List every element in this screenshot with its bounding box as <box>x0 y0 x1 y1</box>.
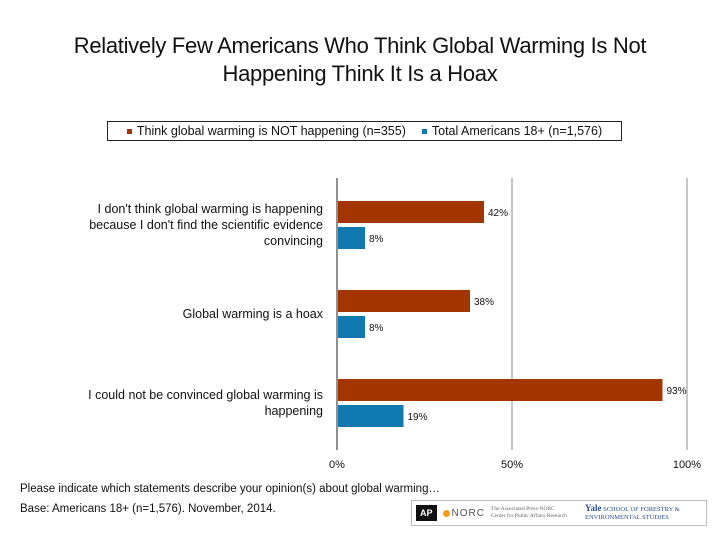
data-label-series2-cat1: 8% <box>369 234 384 245</box>
ap-logo: AP <box>416 505 437 521</box>
footnote-base: Base: Americans 18+ (n=1,576). November,… <box>20 503 276 515</box>
chart-title-line-1: Relatively Few Americans Who Think Globa… <box>73 33 647 58</box>
category-label-1-line-3: convincing <box>264 234 323 248</box>
data-label-series1-cat1: 42% <box>488 208 508 219</box>
data-label-series1-cat2: 38% <box>474 297 494 308</box>
bar-series1-cat2 <box>338 290 470 312</box>
ap-norc-center-logo: The Associated Press-NORC Center for Pub… <box>491 506 579 520</box>
category-label-2-line-1: Global warming is a hoax <box>183 307 324 321</box>
legend-label-not-happening: Think global warming is NOT happening (n… <box>136 124 406 138</box>
x-tick-label: 0% <box>329 459 345 471</box>
category-label-3-line-1: I could not be convinced global warming … <box>88 388 323 402</box>
chart-title-line-2: Happening Think It Is a Hoax <box>222 61 498 86</box>
bar-series1-cat1 <box>338 201 484 223</box>
ap-norc-center-line-1: The Associated Press-NORC <box>490 506 555 512</box>
yale-line-2: ENVIRONMENTAL STUDIES <box>584 514 669 521</box>
norc-logo: NORC <box>442 507 485 519</box>
data-label-series2-cat2: 8% <box>369 323 384 334</box>
x-tick-label: 100% <box>673 459 701 471</box>
sponsor-logos: AP NORC The Associated Press-NORC Center… <box>411 500 707 526</box>
legend-item-total-americans: Total Americans 18+ (n=1,576) <box>421 124 603 138</box>
x-tick-label: 50% <box>501 459 523 471</box>
chart-title: Relatively Few Americans Who Think Globa… <box>20 32 700 88</box>
legend-swatch-total-americans <box>421 128 427 134</box>
bar-series1-cat3 <box>338 379 663 401</box>
legend-swatch-not-happening <box>126 128 132 134</box>
legend-item-not-happening: Think global warming is NOT happening (n… <box>126 124 406 138</box>
bar-series2-cat2 <box>338 316 365 338</box>
bar-series2-cat1 <box>338 227 365 249</box>
ap-norc-center-line-2: Center for Public Affairs Research <box>490 513 567 519</box>
legend-label-total-americans: Total Americans 18+ (n=1,576) <box>431 124 603 138</box>
yale-fes-logo: Yale SCHOOL OF FORESTRY & ENVIRONMENTAL … <box>585 504 680 522</box>
data-label-series2-cat3: 19% <box>408 412 428 423</box>
bar-series2-cat3 <box>338 405 404 427</box>
category-label-1-line-2: because I don't find the scientific evid… <box>89 218 323 232</box>
data-label-series1-cat3: 93% <box>667 386 687 397</box>
norc-logo-text: NORC <box>451 507 485 519</box>
yale-line-1: SCHOOL OF FORESTRY & <box>603 506 680 513</box>
norc-dot-icon <box>442 509 450 517</box>
category-label-3-line-2: happening <box>265 404 323 418</box>
category-label-1-line-1: I don't think global warming is happenin… <box>98 202 323 216</box>
chart-legend: Think global warming is NOT happening (n… <box>107 121 622 141</box>
bar-chart: 0% 50% 100% 42% 8% I don't think global warmi… <box>88 178 701 471</box>
yale-brand: Yale <box>584 503 602 513</box>
footnote-question: Please indicate which statements describ… <box>20 483 440 495</box>
